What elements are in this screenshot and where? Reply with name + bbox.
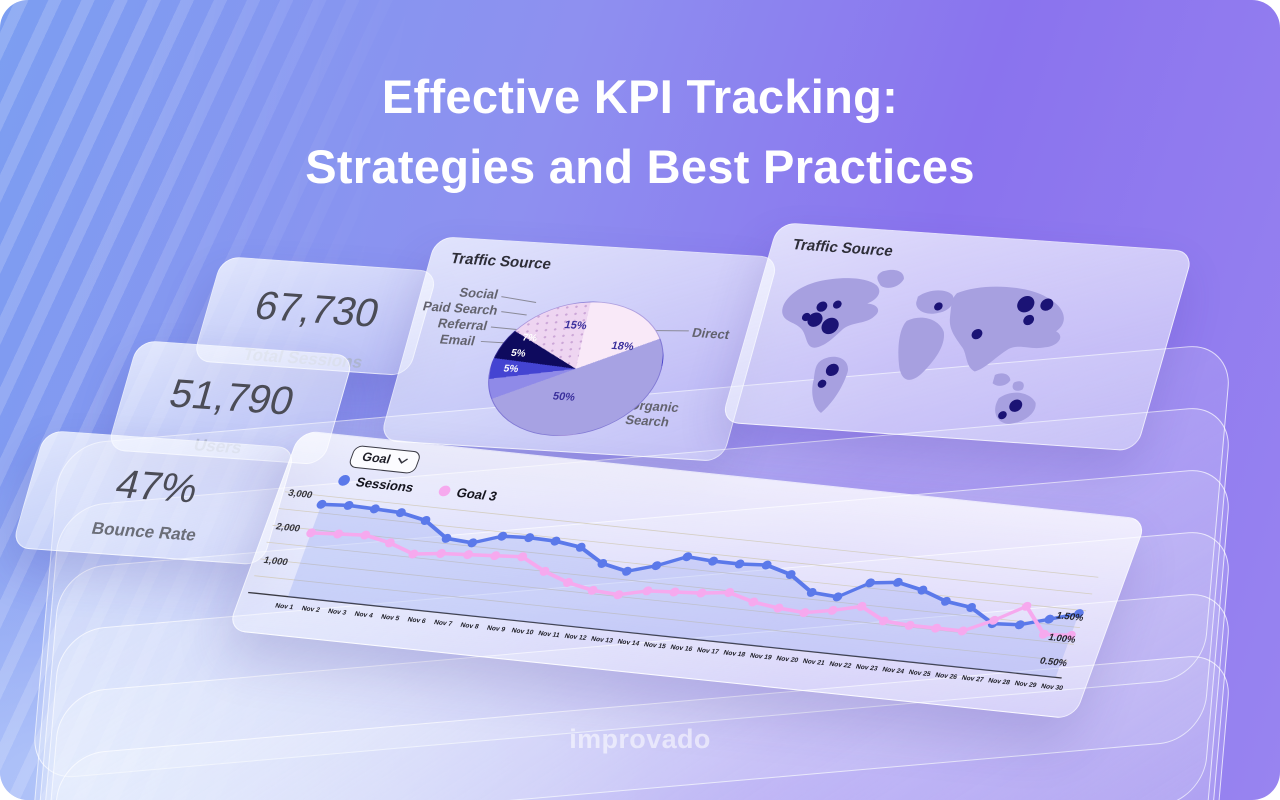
- line-chart-card: Goal Sessions Goal 3 3,000 2,000 1,000 1.50…: [227, 430, 1148, 720]
- svg-text:Nov 3: Nov 3: [327, 608, 348, 617]
- page-title-line2: Strategies and Best Practices: [305, 140, 975, 193]
- svg-text:Nov 24: Nov 24: [881, 666, 905, 675]
- svg-text:Nov 12: Nov 12: [563, 633, 587, 642]
- svg-text:Nov 27: Nov 27: [961, 675, 985, 684]
- svg-text:Nov 19: Nov 19: [749, 652, 773, 661]
- kpi-label: Bounce Rate: [89, 518, 199, 545]
- sessions-goal-line-chart: 3,000 2,000 1,000 1.50% 1.00% 0.50% Nov 1 Nov 2…: [247, 488, 1099, 692]
- svg-text:Nov 20: Nov 20: [775, 655, 799, 664]
- improvado-logo: improvado: [569, 724, 711, 754]
- kpi-value: 51,790: [164, 371, 300, 424]
- svg-text:Nov 13: Nov 13: [590, 636, 614, 645]
- svg-text:Nov 21: Nov 21: [802, 658, 826, 667]
- legend-label: Goal 3: [454, 484, 500, 504]
- svg-text:Nov 17: Nov 17: [696, 647, 720, 656]
- svg-text:Nov 9: Nov 9: [486, 625, 507, 634]
- pie-pct-email: 5%: [502, 363, 520, 376]
- world-map: [782, 269, 1064, 424]
- map-card-title: Traffic Source: [790, 236, 896, 260]
- svg-text:Nov 10: Nov 10: [510, 627, 534, 636]
- pie-pct-paid-search: 7%: [520, 332, 539, 345]
- svg-text:Nov 28: Nov 28: [987, 678, 1011, 687]
- page-title: Effective KPI Tracking: Strategies and B…: [0, 62, 1280, 202]
- svg-text:Nov 8: Nov 8: [459, 622, 480, 631]
- svg-text:3,000: 3,000: [286, 488, 313, 501]
- svg-text:Nov 14: Nov 14: [616, 639, 640, 648]
- pie-card-title: Traffic Source: [448, 250, 554, 273]
- svg-text:Nov 6: Nov 6: [406, 616, 427, 625]
- svg-text:Nov 25: Nov 25: [908, 669, 932, 678]
- svg-text:2,000: 2,000: [274, 521, 301, 534]
- map-traffic-markers: [801, 296, 1054, 420]
- pie-label-email: Email: [438, 331, 477, 349]
- kpi-value: 67,730: [249, 283, 385, 336]
- svg-text:1.50%: 1.50%: [1055, 610, 1086, 623]
- svg-text:Nov 26: Nov 26: [934, 672, 958, 681]
- svg-text:Nov 18: Nov 18: [722, 650, 746, 659]
- kpi-value: 47%: [110, 462, 204, 512]
- svg-text:Nov 23: Nov 23: [855, 664, 879, 673]
- svg-text:Nov 22: Nov 22: [828, 661, 852, 670]
- svg-text:Nov 2: Nov 2: [301, 605, 322, 614]
- pie-pct-referral: 5%: [509, 347, 527, 360]
- svg-text:Nov 30: Nov 30: [1040, 683, 1064, 692]
- chevron-down-icon: [398, 457, 408, 464]
- svg-text:1,000: 1,000: [262, 555, 289, 568]
- svg-text:Nov 5: Nov 5: [380, 614, 401, 623]
- pie-pct-organic: 50%: [551, 390, 577, 404]
- svg-text:1.00%: 1.00%: [1047, 632, 1078, 645]
- page-title-line1: Effective KPI Tracking:: [381, 70, 899, 123]
- svg-text:Nov 29: Nov 29: [1014, 680, 1038, 689]
- pie-pct-social: 15%: [562, 319, 589, 333]
- svg-text:Nov 15: Nov 15: [643, 641, 667, 650]
- svg-text:Nov 7: Nov 7: [433, 619, 454, 628]
- pie-pct-direct: 18%: [609, 340, 636, 354]
- goal-dropdown[interactable]: Goal: [347, 444, 422, 475]
- kpi-card-bounce-rate: 47% Bounce Rate: [11, 430, 297, 566]
- map-card-traffic-source: Traffic Source: [720, 222, 1194, 452]
- pie-card-traffic-source: Traffic Source Social Paid Search Referr…: [379, 236, 780, 462]
- goal3-dot-icon: [437, 485, 453, 497]
- goal-dropdown-label: Goal: [360, 449, 393, 467]
- svg-text:Nov 16: Nov 16: [669, 644, 693, 653]
- sessions-dot-icon: [336, 474, 352, 487]
- svg-text:0.50%: 0.50%: [1038, 656, 1069, 669]
- svg-text:Nov 1: Nov 1: [274, 603, 295, 612]
- svg-text:Nov 4: Nov 4: [353, 611, 374, 620]
- pie-label-direct: Direct: [690, 324, 732, 342]
- svg-text:Nov 11: Nov 11: [537, 630, 561, 639]
